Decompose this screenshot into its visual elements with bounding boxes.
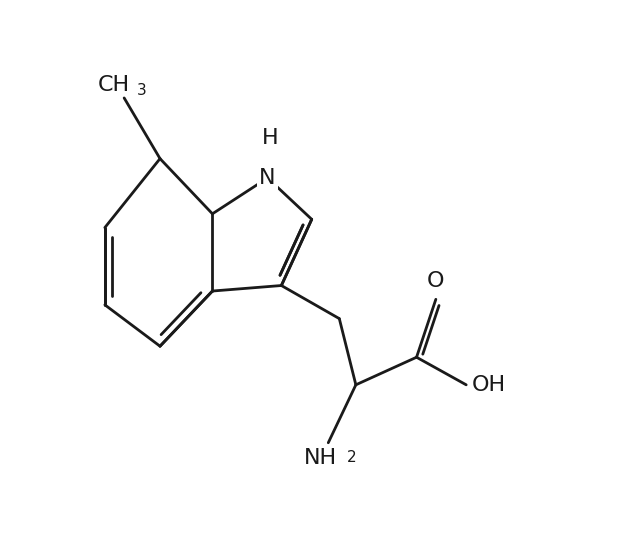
Text: CH: CH	[98, 75, 131, 95]
Text: 2: 2	[347, 450, 356, 465]
Text: N: N	[259, 168, 276, 188]
Text: O: O	[427, 271, 445, 291]
Text: NH: NH	[303, 448, 337, 468]
Text: OH: OH	[472, 375, 506, 395]
Text: H: H	[262, 128, 278, 148]
Text: 3: 3	[137, 83, 147, 98]
